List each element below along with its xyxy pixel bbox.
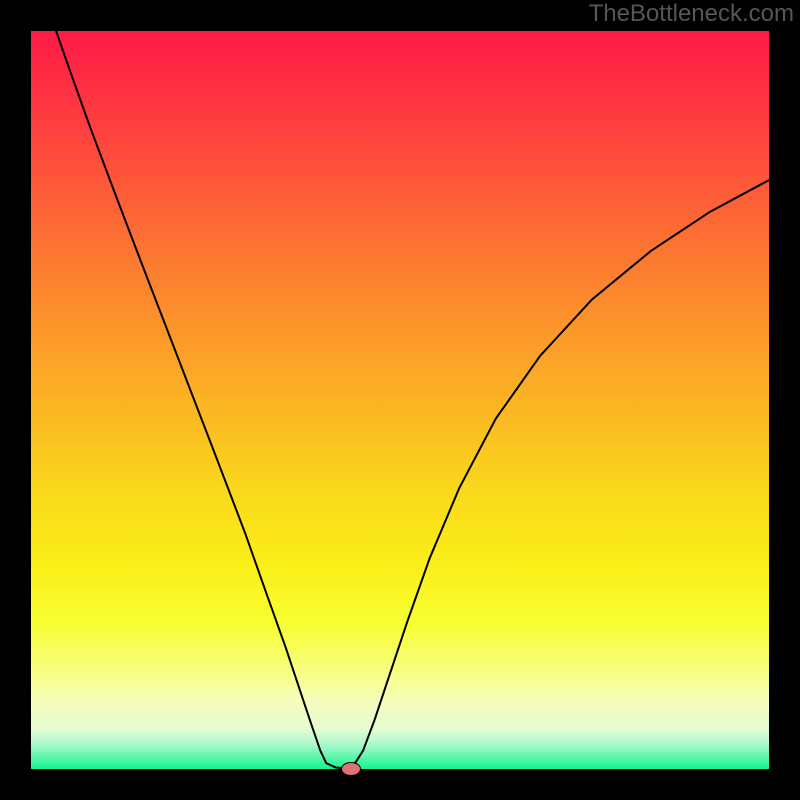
watermark-text: TheBottleneck.com — [589, 0, 794, 28]
gradient-background — [31, 31, 769, 769]
chart-container: TheBottleneck.com — [0, 0, 800, 800]
optimal-point-marker — [341, 762, 361, 776]
plot-area — [31, 31, 769, 769]
